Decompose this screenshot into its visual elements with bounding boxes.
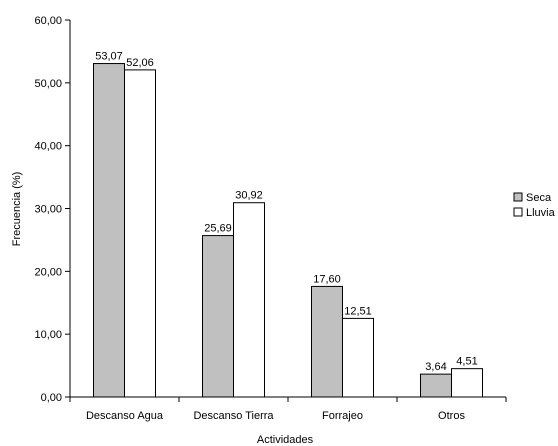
x-axis-title: Actividades	[257, 434, 314, 446]
bar-lluvia-forrajeo	[342, 317, 374, 398]
y-tick-label: 40,00	[34, 141, 62, 153]
y-axis-title: Frecuencia (%)	[11, 172, 23, 247]
data-label-lluvia-otros: 4,51	[456, 356, 477, 368]
legend-label-lluvia: Lluvia	[526, 207, 556, 219]
category-label-descanso-agua: Descanso Agua	[86, 410, 164, 422]
y-axis: 0,00 10,00 20,00 30,00 40,00 50,00 60,00	[34, 15, 71, 404]
data-labels: 53,07 25,69 17,60 3,64 52,06 30,92 12,51 4,51	[95, 51, 477, 374]
y-tick-label: 20,00	[34, 266, 62, 278]
data-label-seca-descanso-agua: 53,07	[95, 51, 123, 63]
data-label-lluvia-descanso-agua: 52,06	[126, 57, 154, 69]
y-tick-label: 0,00	[41, 392, 62, 404]
bar-lluvia-descanso-tierra	[233, 202, 265, 398]
y-tick-label: 10,00	[34, 329, 62, 341]
bar-seca-descanso-agua	[93, 63, 125, 398]
y-tick-label: 30,00	[34, 204, 62, 216]
legend: Seca Lluvia	[513, 192, 556, 219]
data-label-seca-descanso-tierra: 25,69	[204, 223, 232, 235]
legend-swatch-seca	[513, 192, 523, 202]
bar-lluvia-otros	[451, 368, 483, 398]
legend-swatch-lluvia	[513, 207, 523, 217]
data-label-lluvia-forrajeo: 12,51	[344, 305, 372, 317]
legend-label-seca: Seca	[526, 192, 552, 204]
bars	[93, 63, 483, 398]
bar-seca-forrajeo	[311, 285, 343, 398]
category-label-forrajeo: Forrajeo	[322, 410, 363, 422]
data-label-lluvia-descanso-tierra: 30,92	[235, 190, 263, 202]
data-label-seca-forrajeo: 17,60	[313, 273, 341, 285]
bar-seca-otros	[420, 373, 452, 398]
category-label-descanso-tierra: Descanso Tierra	[193, 410, 274, 422]
x-axis: Descanso Agua Descanso Tierra Forrajeo Otro…	[69, 396, 507, 422]
y-tick-label: 50,00	[34, 78, 62, 90]
category-label-otros: Otros	[438, 410, 465, 422]
data-label-seca-otros: 3,64	[425, 361, 446, 373]
bar-seca-descanso-tierra	[202, 235, 234, 398]
y-tick-label: 60,00	[34, 15, 62, 27]
bar-lluvia-descanso-agua	[124, 69, 156, 398]
